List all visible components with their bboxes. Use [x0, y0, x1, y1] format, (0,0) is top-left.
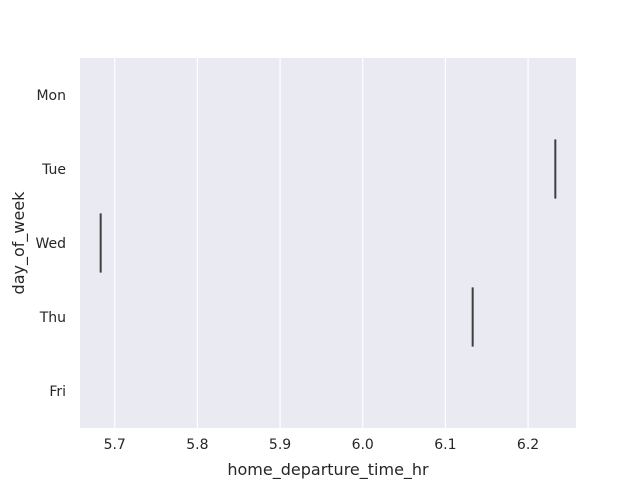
y-tick-labels: Mon Tue Wed Thu Fri — [35, 88, 66, 400]
x-tick-label: 5.8 — [186, 437, 208, 453]
x-axis-label: home_departure_time_hr — [227, 460, 429, 480]
y-tick-label: Mon — [36, 88, 66, 104]
y-tick-label: Wed — [35, 236, 66, 252]
y-tick-label: Tue — [41, 162, 66, 178]
x-tick-label: 5.7 — [104, 437, 126, 453]
y-axis-label: day_of_week — [9, 191, 29, 295]
x-tick-label: 6.1 — [434, 437, 456, 453]
x-tick-label: 6.2 — [517, 437, 539, 453]
x-tick-labels: 5.7 5.8 5.9 6.0 6.1 6.2 — [104, 437, 540, 453]
x-tick-label: 5.9 — [269, 437, 291, 453]
x-tick-label: 6.0 — [352, 437, 374, 453]
box-marks — [99, 139, 557, 347]
y-tick-label: Fri — [49, 384, 66, 400]
y-tick-label: Thu — [39, 310, 66, 326]
plot-area — [80, 58, 576, 428]
grid-lines — [114, 58, 529, 428]
